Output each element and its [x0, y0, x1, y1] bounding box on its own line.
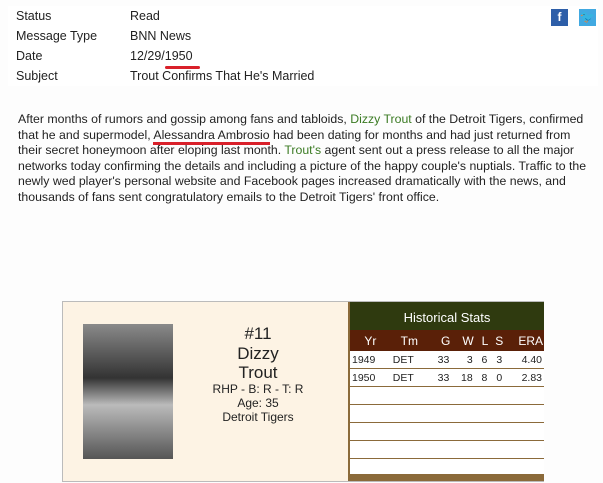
table-row: 1950 DET 33 18 8 0 2.83	[350, 368, 544, 387]
historical-stats: Historical Stats Yr Tm G W L S ERA 1949 DET 33 3 6…	[348, 302, 544, 481]
player-photo	[83, 324, 173, 459]
player-info: #11 Dizzy Trout RHP - B: R - T: R Age: 3…	[193, 324, 323, 424]
player-link-2[interactable]: Trout's	[284, 143, 322, 157]
stats-table: Yr Tm G W L S ERA 1949 DET 33 3 6 3 4.40 1950 DET 33 18…	[350, 330, 544, 477]
date-underline	[165, 66, 200, 69]
highlighted-name: Alessandra Ambrosio	[153, 127, 270, 145]
player-card: #11 Dizzy Trout RHP - B: R - T: R Age: 3…	[62, 301, 544, 482]
message-details: Status Read Message Type BNN News Date 12/2…	[8, 6, 598, 86]
player-link[interactable]: Dizzy Trout	[350, 112, 412, 126]
empty-row	[350, 440, 544, 459]
empty-row	[350, 404, 544, 423]
stats-footer	[350, 474, 544, 481]
twitter-share-button[interactable]: 🐦	[579, 9, 596, 26]
meta-row-date: Date 12/29/1950	[16, 49, 193, 63]
meta-row-type: Message Type BNN News	[16, 29, 192, 43]
meta-row-status: Status Read	[16, 9, 160, 23]
meta-row-subject: Subject Trout Confirms That He's Married	[16, 69, 315, 83]
table-row: 1949 DET 33 3 6 3 4.40	[350, 351, 544, 369]
facebook-share-button[interactable]: f	[551, 9, 568, 26]
empty-row	[350, 386, 544, 405]
article-body: After months of rumors and gossip among …	[18, 112, 587, 204]
empty-row	[350, 422, 544, 441]
player-name[interactable]: Dizzy	[237, 344, 279, 363]
